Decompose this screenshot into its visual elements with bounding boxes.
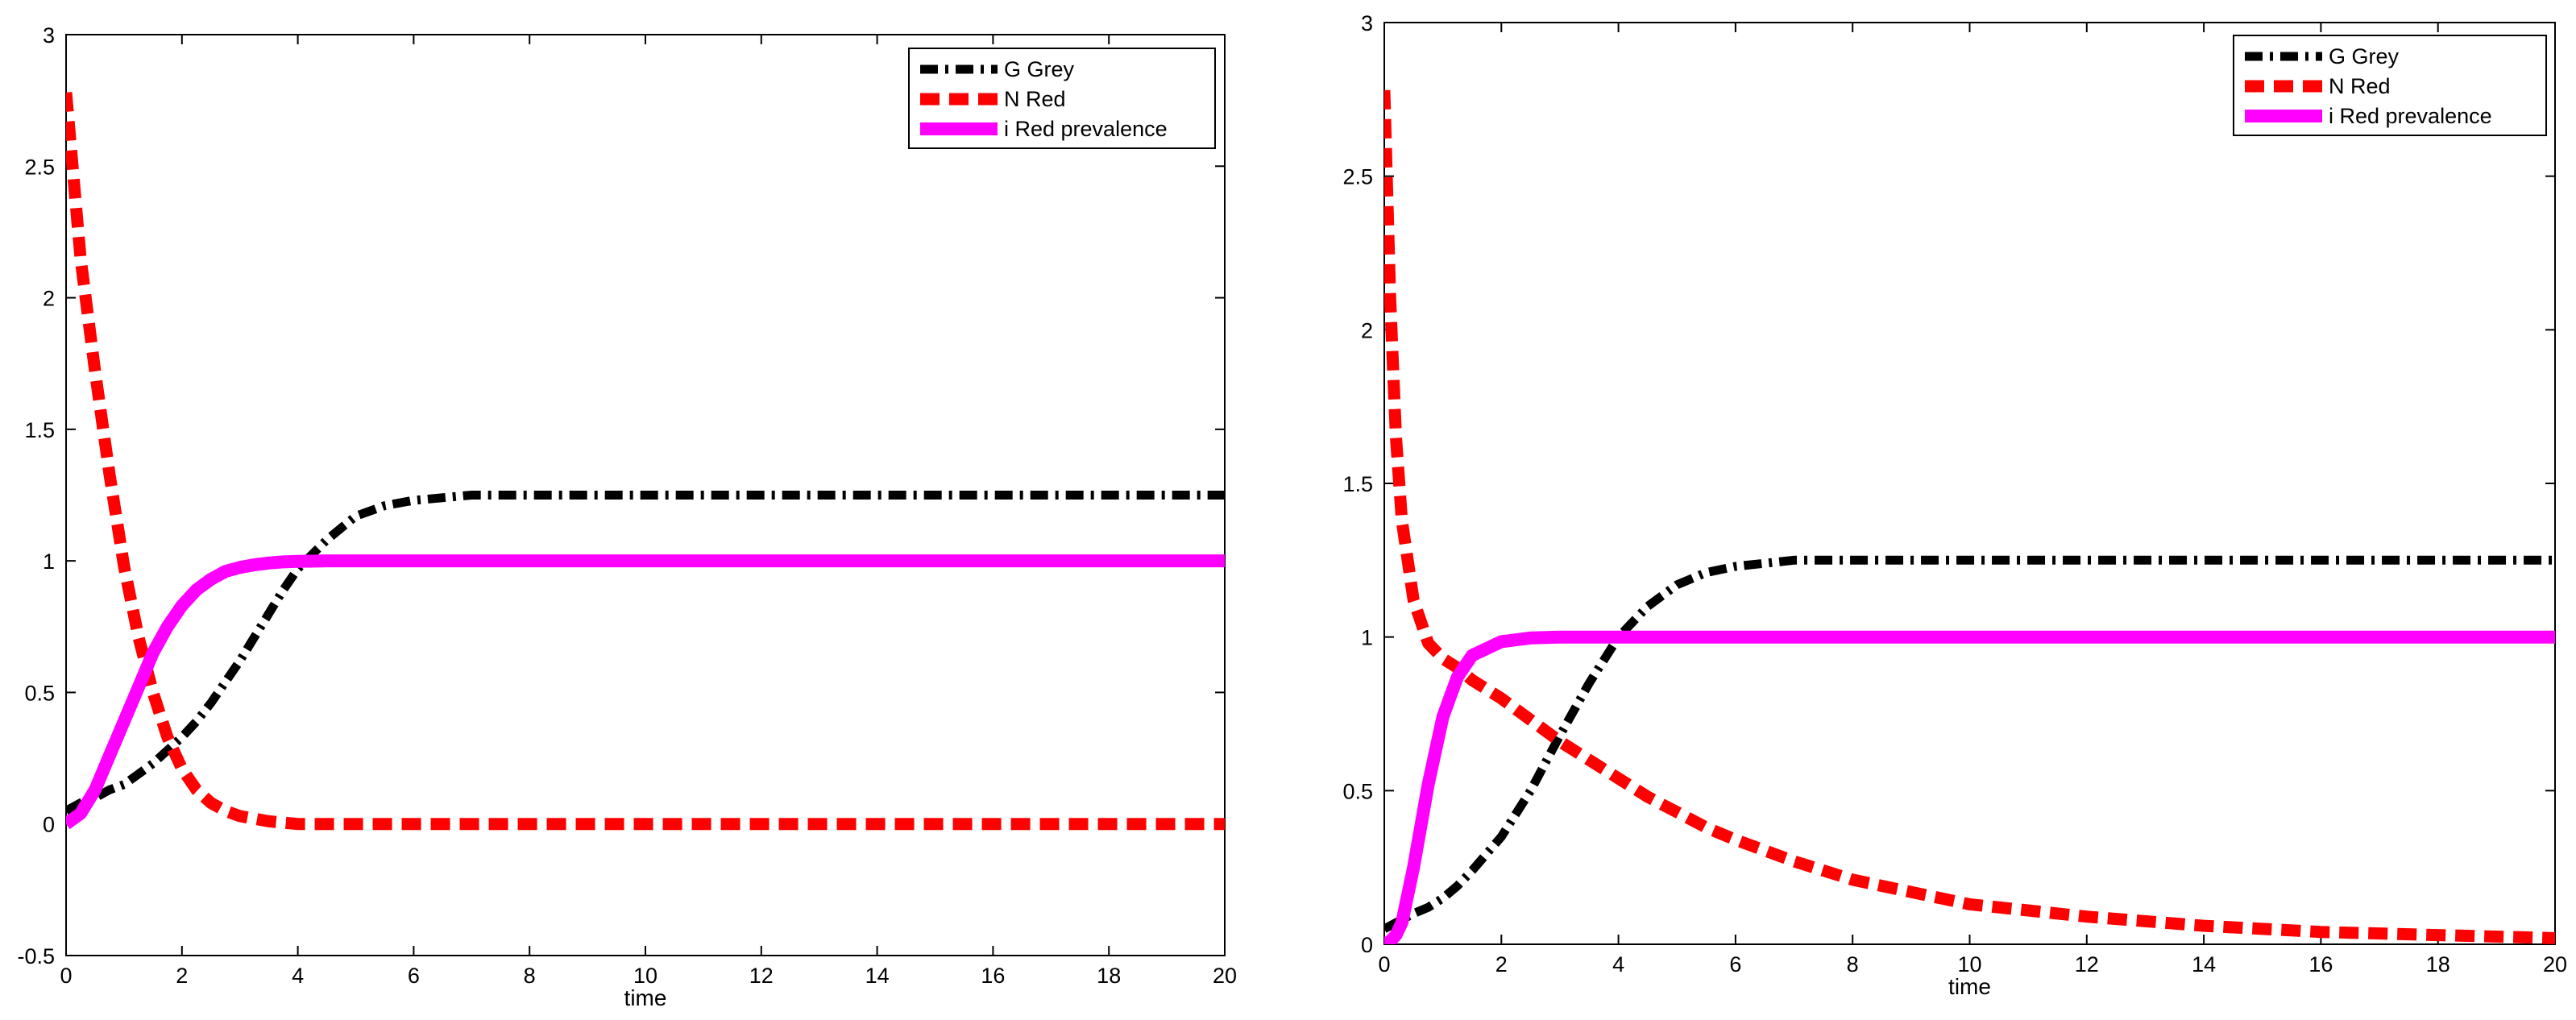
legend-label: N Red bbox=[1004, 87, 1066, 111]
x-tick-label: 18 bbox=[1097, 964, 1121, 988]
x-tick-label: 4 bbox=[292, 964, 304, 988]
series-group bbox=[1384, 89, 2555, 944]
legend-label: i Red prevalence bbox=[1004, 117, 1168, 141]
x-tick-label: 16 bbox=[2308, 952, 2333, 976]
legend-label: i Red prevalence bbox=[2329, 104, 2492, 128]
y-tick-label: -0.5 bbox=[17, 944, 55, 968]
left-chart-panel: 0 2 4 6 8 10 12 14 16 18 20-0.500.511.522.53timeG … bbox=[17, 23, 1237, 1010]
x-tick-label: 10 bbox=[1957, 952, 1981, 976]
x-axis-label: time bbox=[624, 985, 667, 1010]
x-tick-label: 8 bbox=[524, 964, 536, 988]
series-line-i-red-prevalence bbox=[66, 554, 1225, 830]
series-line-n-red bbox=[1384, 89, 2555, 944]
x-tick-label: 18 bbox=[2426, 952, 2450, 976]
legend: G Grey N Red i Red prevalence bbox=[908, 48, 1216, 149]
y-tick-label: 3 bbox=[43, 23, 55, 48]
y-tick-label: 0.5 bbox=[1342, 779, 1373, 803]
series-line-g-grey bbox=[1384, 555, 2555, 933]
x-tick-label: 2 bbox=[1495, 952, 1508, 976]
x-tick-label: 12 bbox=[749, 964, 774, 988]
y-tick-label: 2.5 bbox=[24, 155, 55, 179]
legend: G Grey N Red i Red prevalence bbox=[2233, 35, 2547, 136]
legend-label: N Red bbox=[2329, 74, 2391, 98]
plot-area bbox=[1383, 22, 2556, 945]
x-tick-label: 14 bbox=[2192, 952, 2216, 976]
x-tick-label: 14 bbox=[865, 964, 890, 988]
series-line-n-red bbox=[66, 92, 1225, 831]
legend-label: G Grey bbox=[2329, 44, 2400, 68]
x-tick-label: 8 bbox=[1847, 952, 1859, 976]
x-tick-label: 10 bbox=[633, 964, 657, 988]
x-tick-label: 6 bbox=[1729, 952, 1741, 976]
x-axis-label: time bbox=[1948, 974, 1991, 999]
y-tick-label: 3 bbox=[1361, 11, 1373, 35]
y-tick-label: 0 bbox=[43, 813, 55, 837]
x-tick-label: 0 bbox=[60, 964, 72, 988]
y-tick-label: 2 bbox=[43, 287, 55, 311]
x-tick-label: 20 bbox=[2543, 952, 2567, 976]
series-line-i-red-prevalence bbox=[1384, 630, 2555, 944]
x-tick-label: 0 bbox=[1378, 952, 1390, 976]
legend-label: G Grey bbox=[1004, 57, 1075, 81]
y-tick-label: 1 bbox=[1361, 626, 1373, 650]
y-tick-label: 0.5 bbox=[24, 681, 55, 705]
y-tick-label: 2.5 bbox=[1342, 165, 1373, 189]
x-tick-label: 2 bbox=[176, 964, 188, 988]
y-tick-label: 0 bbox=[1361, 933, 1373, 957]
y-tick-label: 1 bbox=[43, 549, 55, 574]
right-chart-panel: 0 2 4 6 8 10 12 14 16 18 20 0 0.5 1 1.5 2 2.5 3 time G Grey… bbox=[1342, 11, 2567, 999]
y-tick-label: 2 bbox=[1361, 318, 1373, 342]
x-tick-label: 6 bbox=[408, 964, 420, 988]
x-tick-label: 20 bbox=[1213, 964, 1237, 988]
series-line-g-grey bbox=[66, 491, 1225, 815]
y-tick-label: 1.5 bbox=[1342, 472, 1373, 496]
series-group bbox=[66, 92, 1225, 831]
x-tick-label: 16 bbox=[981, 964, 1005, 988]
x-tick-label: 4 bbox=[1612, 952, 1624, 976]
y-tick-label: 1.5 bbox=[24, 418, 55, 442]
x-tick-label: 12 bbox=[2075, 952, 2099, 976]
